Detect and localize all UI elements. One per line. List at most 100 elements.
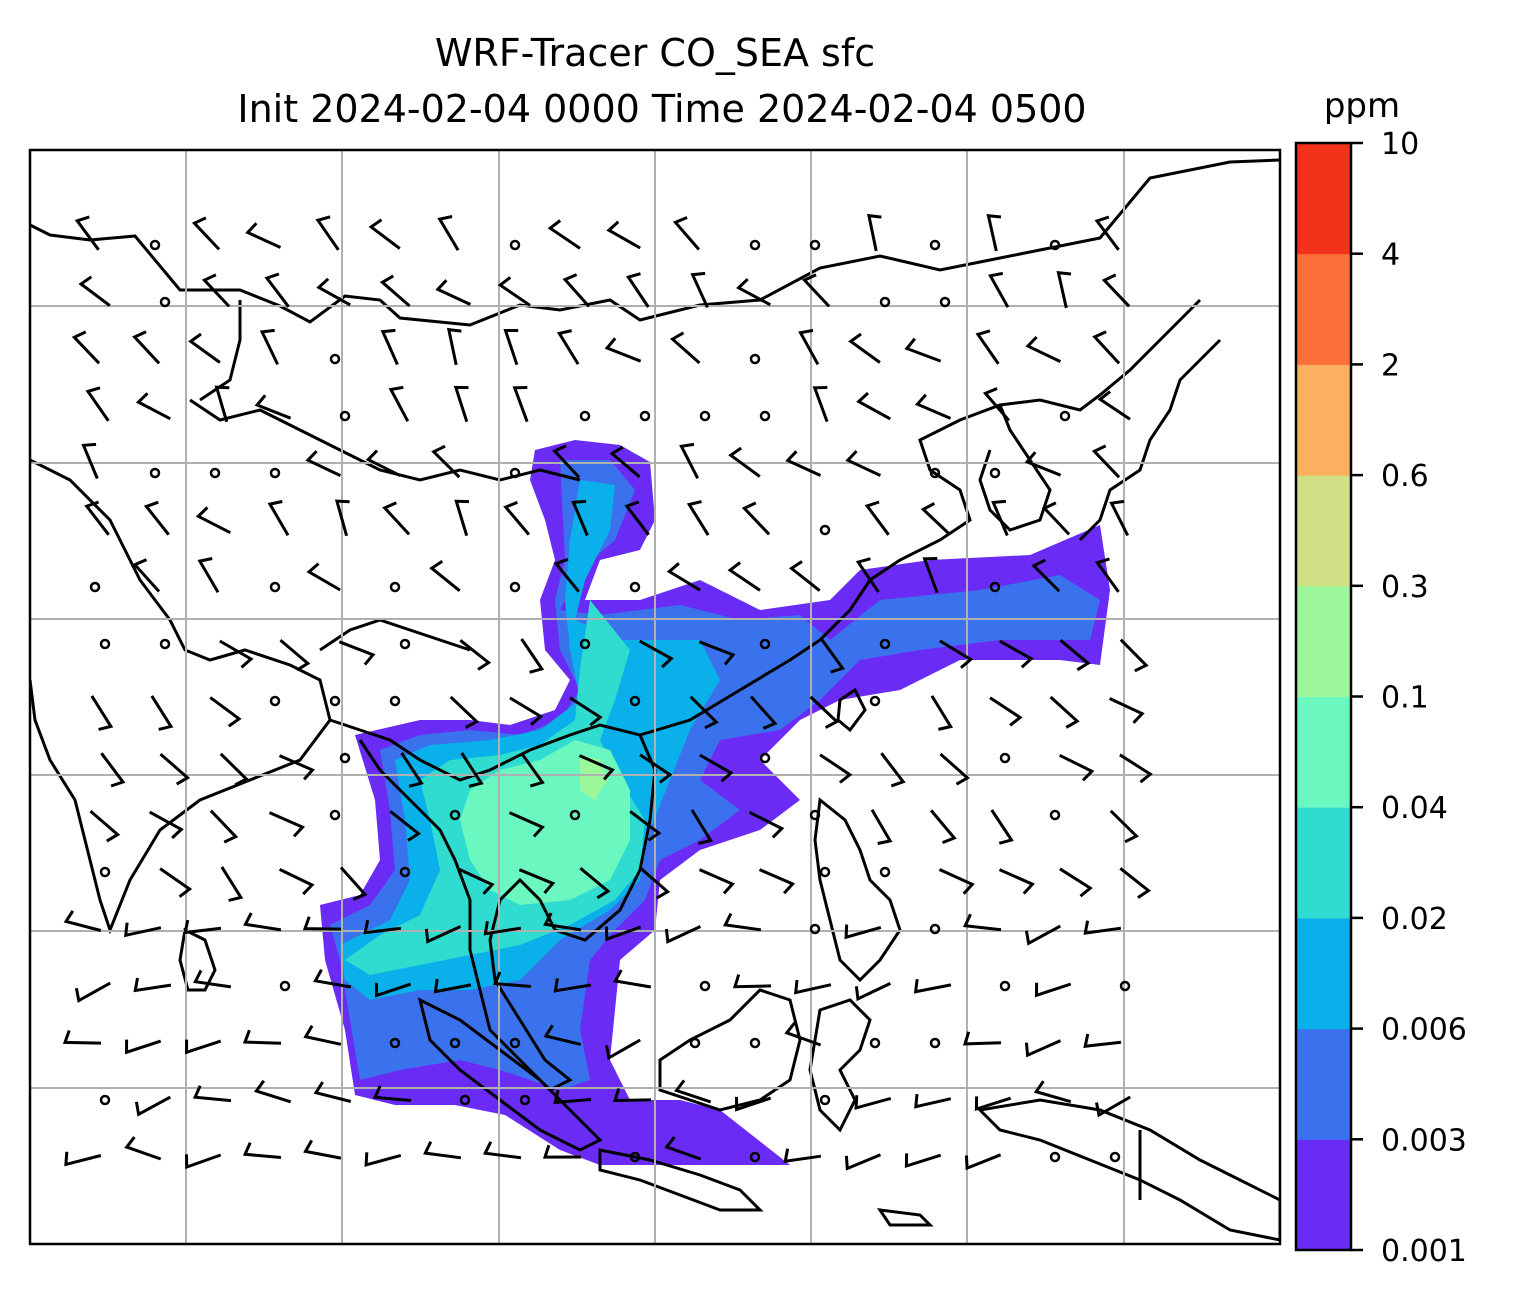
calm-circle [1049,809,1061,821]
wind-barb [453,385,469,423]
wind-barb [219,752,249,787]
wind-barb [736,278,772,307]
wind-barb [268,811,306,838]
wind-barb [188,332,221,364]
calm-circle [629,1151,641,1163]
title-line-1: WRF-Tracer CO_SEA sfc [435,31,875,75]
calm-circle [759,638,771,650]
calm-circle [929,239,941,251]
colorbar-band-1 [1296,1028,1351,1140]
calm-circle [809,239,821,251]
calm-circle [269,581,281,593]
wind-barb [686,500,710,536]
colorbar-tick-label: 4 [1381,238,1400,273]
wind-barb [1094,557,1120,593]
calm-circle [999,752,1011,764]
wind-barb [974,1096,1012,1112]
wind-barb [368,218,401,250]
wind-barb [625,272,650,308]
colorbar-tick-label: 0.3 [1381,570,1429,605]
wind-barb [90,695,114,731]
wind-barb [278,868,315,896]
calm-circle [639,410,651,422]
wind-barb [303,1139,342,1160]
wind-barb [1119,867,1152,899]
wind-barb [624,500,650,536]
wind-barb [1109,499,1130,537]
wind-barb [964,1153,1002,1171]
wind-barb [870,809,893,845]
wind-barb [429,560,461,592]
calm-circle [99,638,111,650]
calm-circle [1119,980,1131,992]
wind-barb [520,752,545,788]
wind-barb [939,639,974,669]
wind-barb [219,639,254,669]
wind-barb [100,752,126,788]
wind-barb [689,695,719,730]
colorbar-ticks: 0.001 0.003 0.006 0.02 0.04 0.1 0.3 0.6 2 4 10 [1351,127,1467,1269]
calm-circle [999,980,1011,992]
wind-barb [520,638,545,674]
wind-barb [784,1021,822,1047]
title-line-2: Init 2024-02-04 0000 Time 2024-02-04 050… [237,87,1086,131]
wind-barb [578,754,615,781]
coastline-india [30,458,332,935]
calm-circle [699,980,711,992]
wind-barb [991,499,1009,537]
wind-barb [132,330,161,365]
calm-circle [569,809,581,821]
wind-barb [242,1029,282,1045]
wind-barb [664,1136,702,1161]
wind-barb [512,386,529,423]
colorbar-tick-label: 0.04 [1381,791,1448,826]
coastline-timor [876,1208,934,1227]
wind-barb [914,1093,952,1109]
wind-barb [920,502,951,536]
calm-circle [579,410,591,422]
wind-barb [579,867,611,900]
wind-barb [939,752,970,786]
calm-circle [389,1037,401,1049]
wind-barb [446,327,462,366]
wind-barb [424,925,462,944]
wind-barb [339,866,368,901]
wind-barb [727,561,761,592]
wind-barb [728,446,761,478]
wind-barb [988,271,1010,308]
calm-circle [1109,1151,1121,1163]
calm-circle [159,638,171,650]
wind-barb [749,695,778,730]
wind-barb [195,506,231,535]
wind-barb [1033,1080,1072,1104]
calm-circle [749,1151,761,1163]
calm-circle [879,296,891,308]
calm-circle [509,467,521,479]
wind-barb [801,273,831,308]
wind-barb [629,810,662,842]
wind-barb [672,216,701,251]
wind-barb [605,925,642,942]
colorbar-band-4 [1296,696,1351,808]
colorbar-frame [1294,141,1353,1252]
wind-barb [975,329,1000,365]
wind-barb [543,912,582,932]
colorbar-band-3 [1296,807,1351,919]
calm-circle [819,524,831,536]
wind-barb [148,810,184,840]
coastline-philippines [813,797,902,983]
calm-circle [99,866,111,878]
coastline-newguinea [976,1098,1280,1242]
coastline-japan [1078,338,1222,542]
wind-barb [962,913,1002,932]
calm-circle [819,866,831,878]
wind-barb [365,449,402,478]
wind-barb [184,1039,222,1055]
wind-barb [1059,867,1093,898]
wind-barb [864,500,890,536]
wind-barb [556,329,580,365]
wind-barb [89,809,121,843]
wind-barb [788,560,821,592]
wind-barb [338,640,376,666]
coastline-java [598,1148,764,1212]
